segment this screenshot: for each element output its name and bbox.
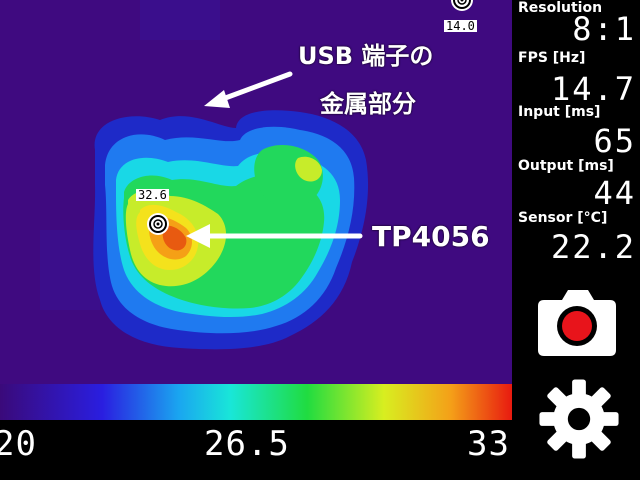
color-scale-labels: 20 26.5 33 [0, 420, 512, 480]
output-value: 44 [593, 174, 636, 212]
thermal-image[interactable]: 14.0 32.6 USB 端子の 金属部分 TP4056 [0, 0, 512, 384]
camera-icon [538, 290, 616, 356]
spot-temp-label: 32.6 [136, 188, 169, 202]
resolution-label: Resolution [518, 0, 603, 16]
settings-button[interactable] [536, 376, 622, 462]
input-label: Input [ms] [518, 104, 601, 120]
output-label: Output [ms] [518, 158, 614, 174]
resolution-value: 8:1 [572, 10, 636, 48]
annotation-usb-line2: 金属部分 [320, 90, 416, 118]
input-value: 65 [593, 122, 636, 160]
target-icon [147, 213, 169, 235]
sensor-value: 22.2 [550, 228, 636, 266]
annotation-chip: TP4056 [372, 220, 490, 253]
max-temp-label: 14.0 [444, 19, 477, 33]
fps-label: FPS [Hz] [518, 50, 586, 66]
fps-value: 14.7 [550, 70, 636, 108]
color-scale-bar [0, 384, 512, 420]
scale-min: 20 [0, 424, 37, 464]
scale-max: 33 [467, 424, 510, 464]
camera-button[interactable] [536, 286, 618, 358]
gear-icon [539, 379, 619, 459]
sidebar: Resolution 8:1 FPS [Hz] 14.7 Input [ms] … [512, 0, 640, 480]
heat-map [40, 0, 473, 350]
sensor-label: Sensor [°C] [518, 210, 608, 226]
scale-mid: 26.5 [204, 424, 290, 464]
annotation-usb-line1: USB 端子の [298, 42, 434, 70]
